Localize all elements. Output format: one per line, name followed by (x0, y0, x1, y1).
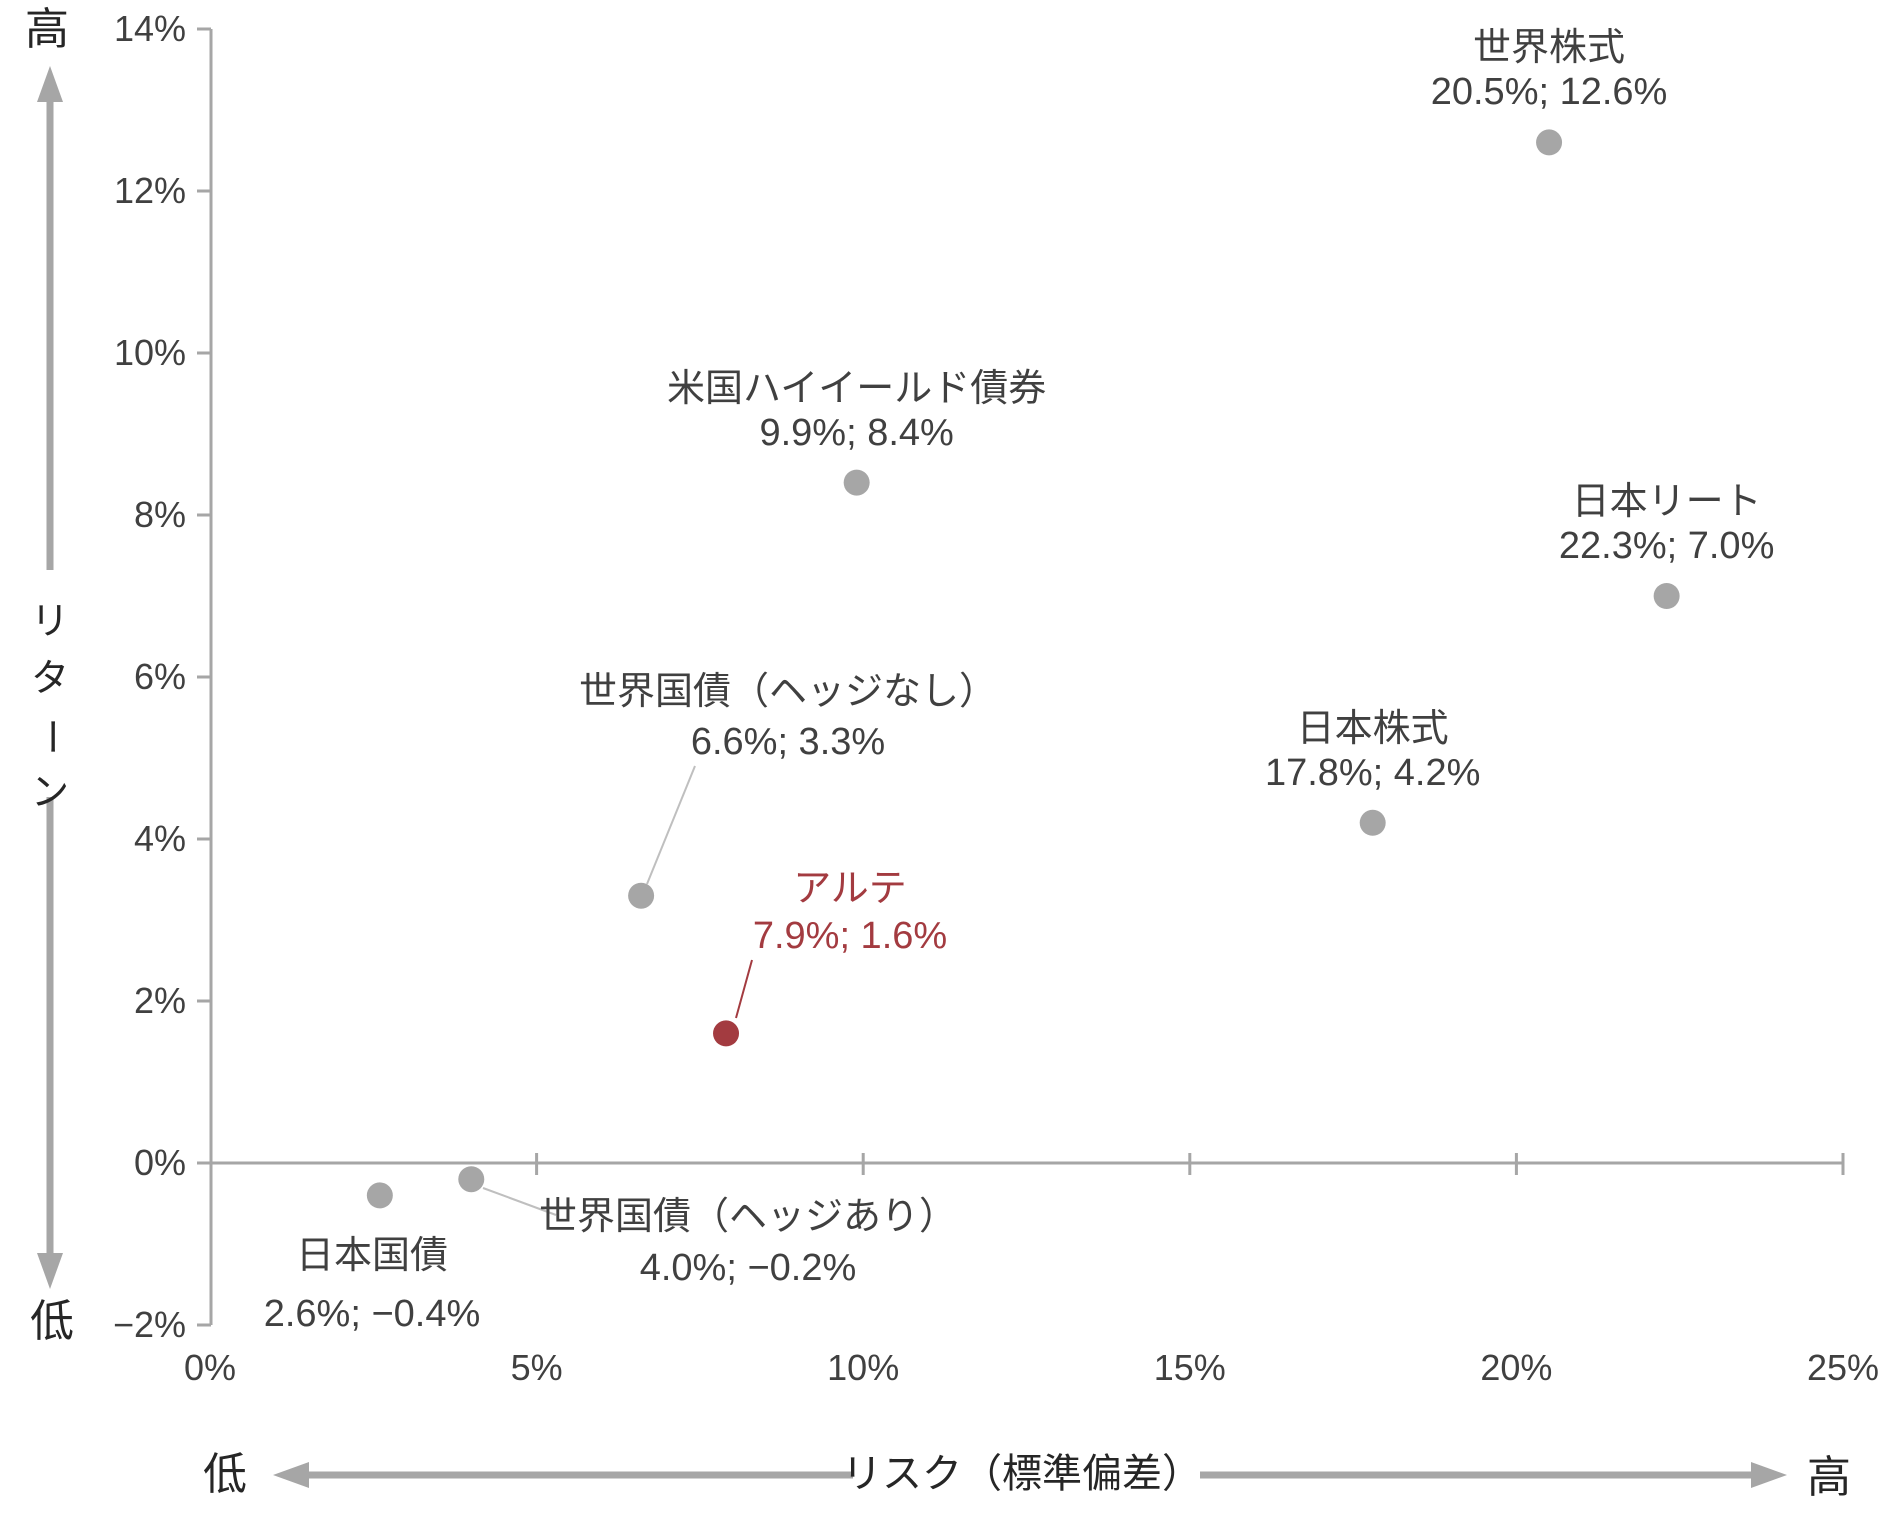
y-tick-label: 4% (133, 818, 186, 859)
y-tick-label: 12% (113, 170, 186, 211)
y-tick-label: 6% (133, 656, 186, 697)
data-point-value: 9.9%; 8.4% (759, 411, 954, 454)
y-axis-title-char: ー (29, 717, 72, 756)
data-point-value: 4.0%; −0.2% (639, 1247, 857, 1289)
y-axis-low-label: 低 (30, 1297, 74, 1346)
y-tick-label: 10% (113, 332, 186, 373)
axis-ticks (197, 27, 1845, 1327)
x-tick-label: 15% (1153, 1347, 1226, 1388)
data-point-dot (1653, 583, 1680, 609)
y-axis-title-char: タ (30, 658, 69, 700)
x-tick-label: 20% (1480, 1347, 1553, 1388)
arrow-down-icon (37, 1253, 63, 1289)
label-leader-line (646, 765, 696, 885)
data-point-name: 日本リート (1571, 481, 1762, 523)
data-point-value: 22.3%; 7.0% (1558, 525, 1775, 567)
return-axis-arrow (37, 66, 63, 1289)
x-tick-label: 5% (510, 1347, 563, 1388)
arrow-left-icon (273, 1462, 309, 1488)
data-points (366, 129, 1680, 1209)
y-tick-label: 0% (133, 1142, 186, 1183)
label-leader-line (482, 1187, 557, 1216)
data-point-dot (366, 1182, 393, 1209)
y-tick-label: −2% (112, 1304, 186, 1345)
y-tick-label: 2% (133, 980, 186, 1021)
data-point-dot (628, 882, 655, 909)
data-point-name: アルテ (793, 868, 907, 910)
data-point-value: 6.6%; 3.3% (690, 721, 886, 763)
data-point-name: 世界株式 (1473, 27, 1626, 70)
data-point-name: 日本株式 (1296, 707, 1449, 750)
data-point-name: 米国ハイイールド債券 (667, 367, 1047, 410)
x-axis-title: リスク（標準偏差） (842, 1452, 1202, 1496)
y-tick-label: 8% (133, 494, 186, 535)
x-axis-high-label: 高 (1807, 1453, 1851, 1502)
label-leader-line (735, 959, 753, 1019)
y-axis-title-char: リ (30, 601, 69, 643)
arrow-up-icon (37, 66, 63, 102)
data-point-dot (1359, 809, 1386, 836)
x-axis-low-label: 低 (203, 1450, 247, 1499)
data-point-dot (458, 1166, 485, 1193)
data-point-value: 20.5%; 12.6% (1430, 71, 1668, 114)
label-leader-lines (482, 765, 753, 1216)
x-tick-label: 10% (827, 1347, 900, 1388)
data-point-name: 世界国債（ヘッジなし） (578, 671, 997, 713)
arrow-right-icon (1751, 1462, 1787, 1488)
y-tick-label: 14% (113, 8, 186, 49)
data-point-value: 17.8%; 4.2% (1264, 751, 1481, 794)
risk-axis-arrow (273, 1462, 1787, 1488)
y-axis-high-label: 高 (25, 5, 69, 54)
data-point-dot (843, 469, 870, 496)
data-point-value: 7.9%; 1.6% (752, 915, 948, 957)
data-point-dot (1536, 129, 1563, 156)
x-tick-label: 25% (1806, 1347, 1880, 1388)
x-tick-label: 0% (183, 1347, 237, 1388)
data-point-dot (713, 1020, 740, 1047)
y-axis-title-char: ン (30, 772, 69, 814)
data-point-name: 日本国債 (295, 1235, 448, 1277)
data-point-name: 世界国債（ヘッジあり） (538, 1196, 957, 1238)
data-point-value: 2.6%; −0.4% (263, 1293, 481, 1335)
